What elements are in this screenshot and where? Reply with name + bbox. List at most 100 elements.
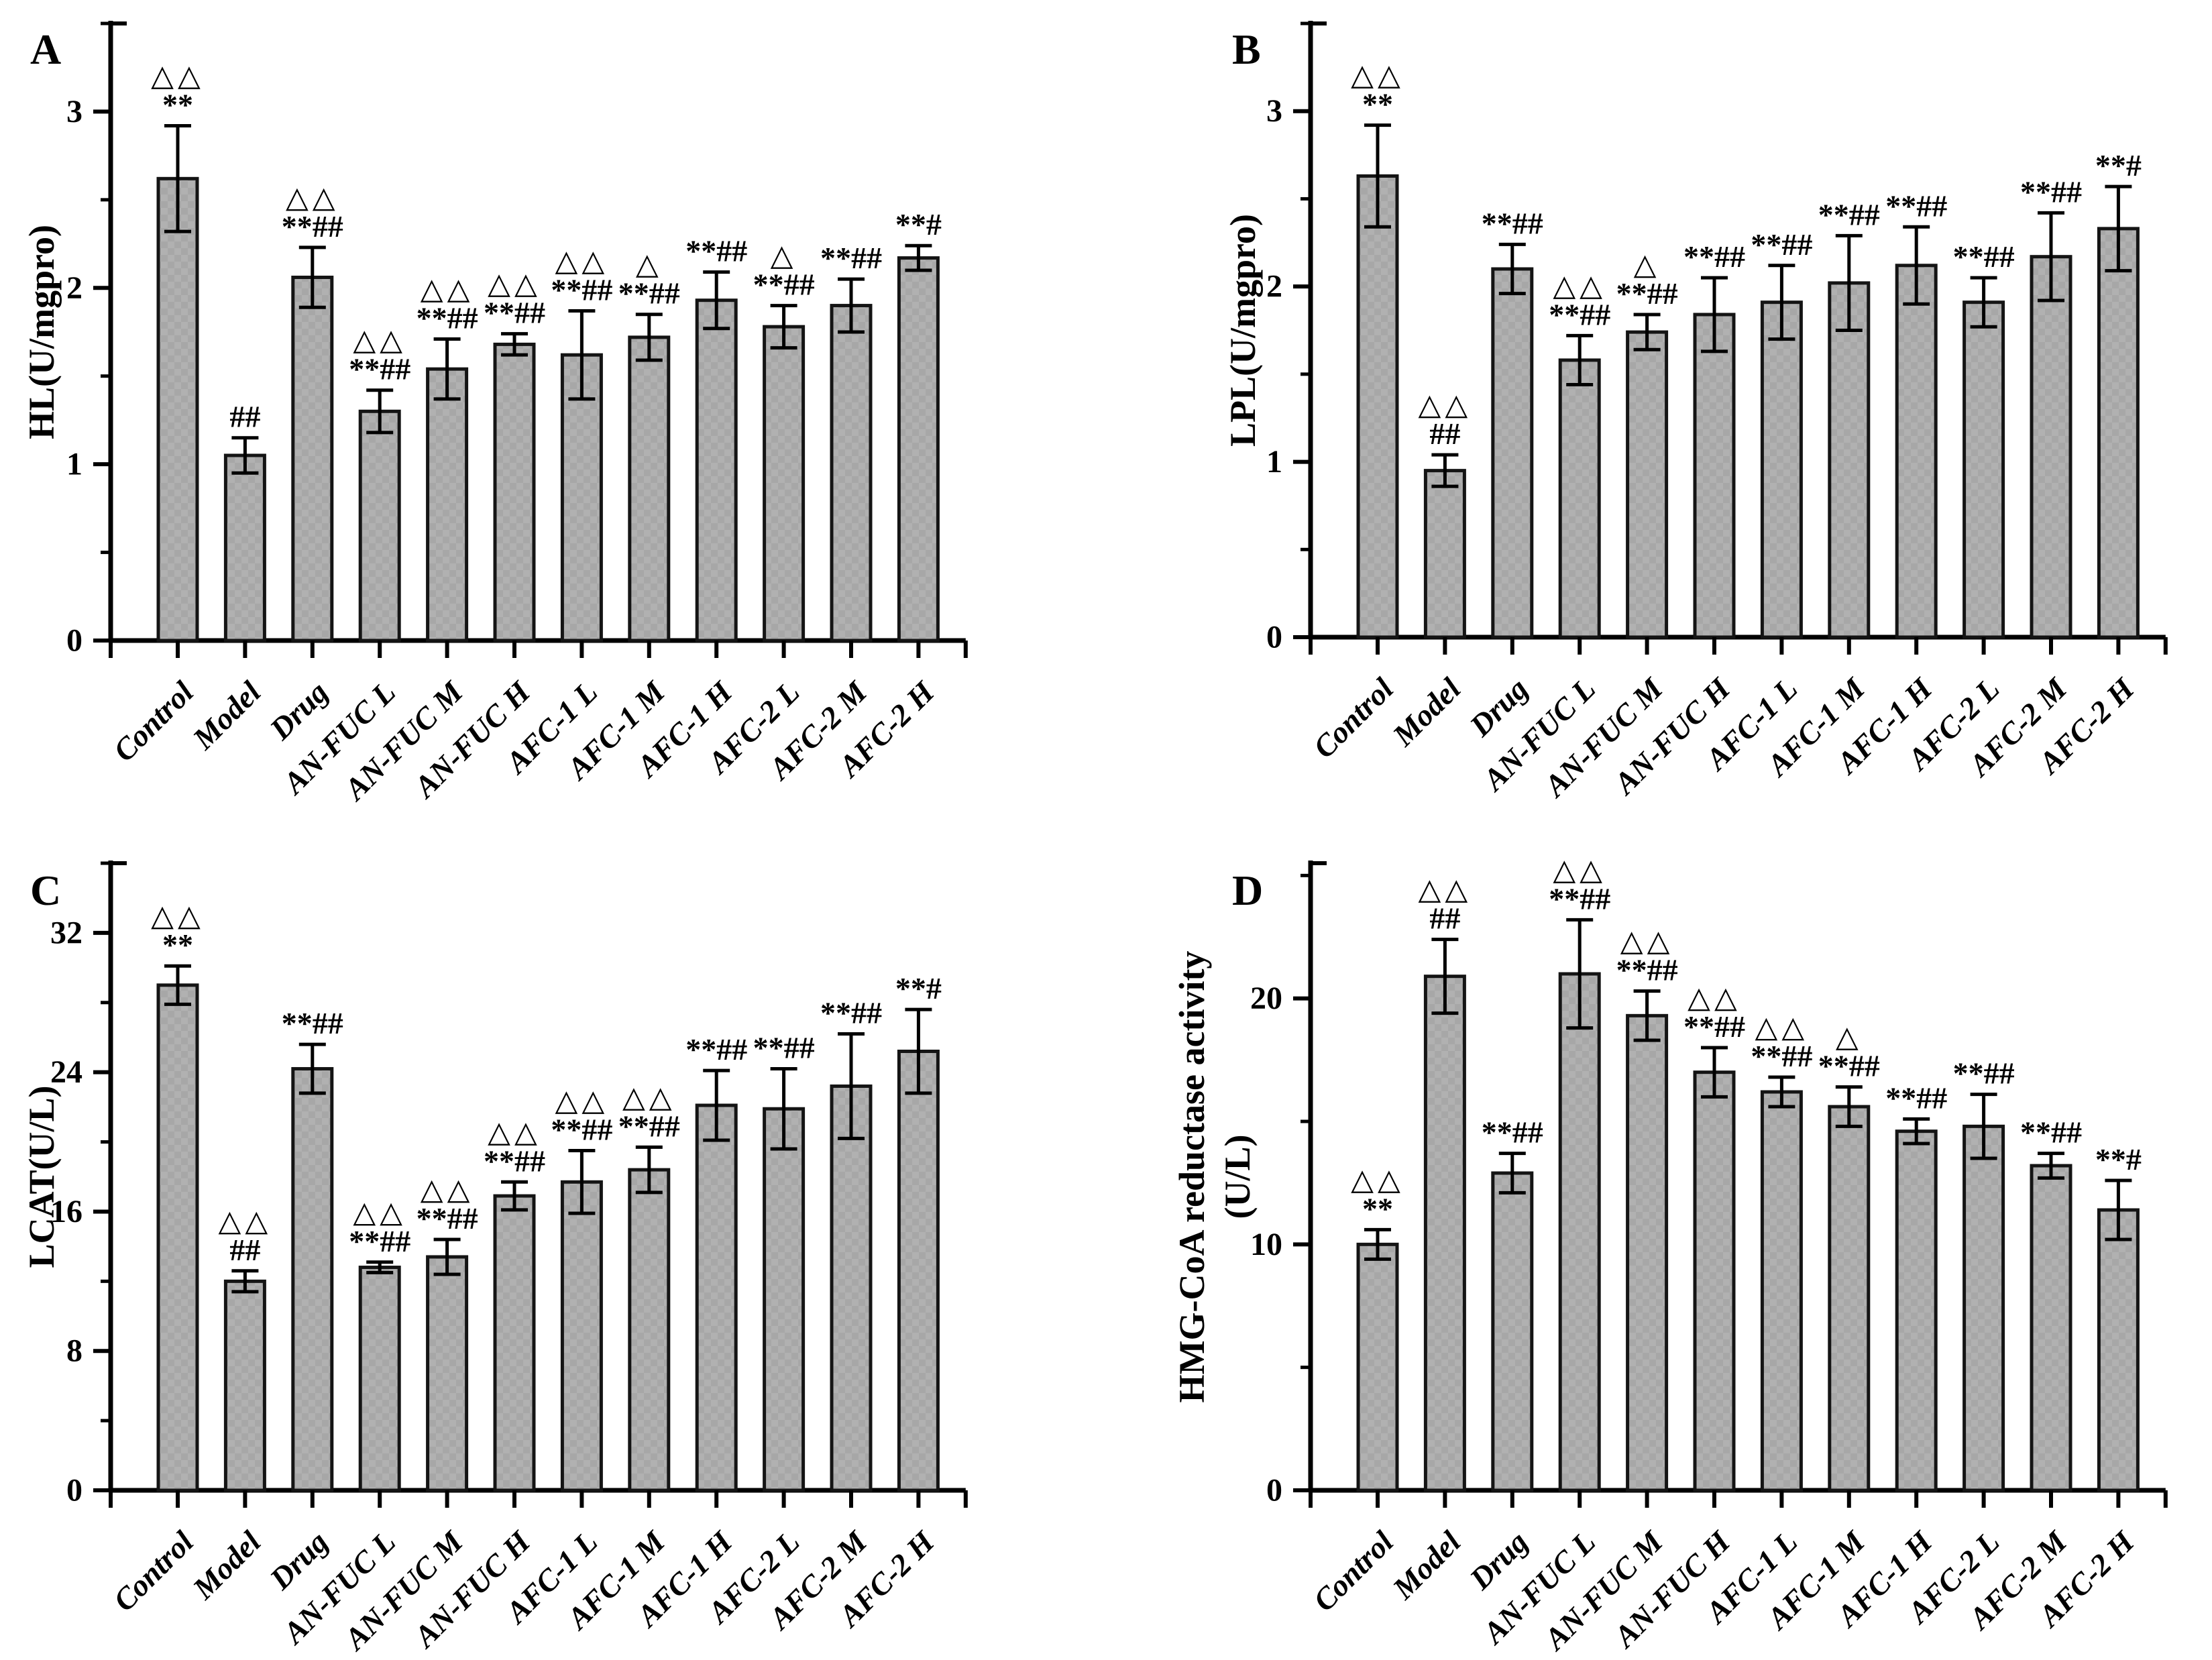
x-category-label: Model bbox=[186, 675, 268, 757]
significance-marks: ** bbox=[1362, 87, 1393, 121]
significance-marks: **## bbox=[1751, 1039, 1812, 1073]
significance-annotations: **△△##△△**##**##△△ **##△ **## **##**## **##*… bbox=[1351, 58, 2142, 451]
y-tick-label: 2 bbox=[66, 270, 82, 306]
significance-marks: **# bbox=[895, 207, 942, 241]
bar bbox=[223, 1279, 266, 1492]
bar bbox=[1962, 1124, 2005, 1492]
bar bbox=[156, 983, 199, 1492]
triangle-marks: △△ bbox=[1419, 388, 1472, 422]
significance-marks: **## bbox=[753, 1030, 815, 1064]
triangle-marks: △△ bbox=[1688, 981, 1741, 1015]
error-bars bbox=[164, 964, 932, 1294]
panel-d-chart: 0 10 20 ** △△ ## △△ **## **## △△ **## △△ **## △△ **## △… bbox=[1106, 830, 2212, 1660]
bar bbox=[1760, 300, 1803, 639]
triangle-marks: △△ bbox=[1755, 1010, 1809, 1044]
significance-marks: **## bbox=[618, 1109, 680, 1143]
triangle-marks: △△ bbox=[1553, 852, 1606, 887]
bar bbox=[897, 1050, 940, 1492]
y-tick-label: 10 bbox=[1250, 1227, 1282, 1262]
triangle-marks: △△ bbox=[1351, 58, 1404, 93]
triangle-marks: △△ bbox=[1419, 873, 1472, 907]
triangle-marks: △ bbox=[1836, 1020, 1863, 1054]
bar bbox=[1626, 330, 1669, 639]
y-ticks: 0 1 2 3 bbox=[66, 21, 111, 659]
significance-marks: **## bbox=[1549, 297, 1610, 331]
significance-marks: **## bbox=[1683, 239, 1745, 274]
bar bbox=[1828, 281, 1871, 639]
panel-b-chart: 0 1 2 3 ** △△ ## △△ **## **## △△ **## △ **## **## **## *… bbox=[1106, 0, 2212, 830]
y-axis-title: LPL(U/mgpro) bbox=[1223, 214, 1263, 447]
triangle-marks: △△ bbox=[1620, 924, 1674, 958]
significance-marks: ## bbox=[229, 400, 260, 434]
significance-marks: **## bbox=[484, 1144, 545, 1178]
x-ticks bbox=[109, 1490, 968, 1508]
x-category-label: Model bbox=[186, 1525, 268, 1606]
bar bbox=[763, 1107, 806, 1492]
significance-marks: **## bbox=[282, 209, 343, 243]
bar bbox=[1491, 1171, 1534, 1492]
significance-marks: **## bbox=[349, 1224, 410, 1258]
triangle-marks: △ bbox=[636, 247, 663, 282]
x-category-label: Model bbox=[1386, 671, 1468, 753]
triangle-marks: △△ bbox=[151, 899, 205, 933]
panel-letter: A bbox=[30, 25, 61, 73]
panel-a-chart: 0 1 2 3 ** △△ ## **## △△ **## △△ **## △△ **## △△ **## △△… bbox=[0, 0, 1106, 830]
x-category-label: Control bbox=[1307, 671, 1400, 765]
bar bbox=[223, 453, 266, 643]
bar bbox=[1760, 1090, 1803, 1492]
bar bbox=[1423, 975, 1466, 1492]
triangle-marks: △△ bbox=[151, 58, 205, 93]
error-bars bbox=[164, 123, 932, 475]
panel-letter: D bbox=[1232, 867, 1263, 914]
y-axis-title: (U/L) bbox=[1217, 1135, 1258, 1219]
x-ticks bbox=[1309, 1490, 2168, 1508]
y-tick-label: 2 bbox=[1266, 269, 1282, 305]
y-tick-label: 24 bbox=[50, 1054, 82, 1090]
y-tick-label: 1 bbox=[1266, 444, 1282, 480]
significance-marks: **## bbox=[618, 276, 680, 311]
triangle-marks: △△ bbox=[1351, 1162, 1404, 1197]
triangle-marks: △△ bbox=[353, 323, 406, 357]
significance-marks: ## bbox=[1429, 901, 1460, 936]
y-tick-label: 1 bbox=[66, 447, 82, 482]
significance-marks: **## bbox=[820, 996, 882, 1030]
bar bbox=[2097, 227, 2140, 639]
triangle-marks: △△ bbox=[421, 272, 474, 307]
significance-marks: ## bbox=[1429, 417, 1460, 451]
y-tick-label: 16 bbox=[50, 1194, 82, 1229]
triangle-marks: △△ bbox=[622, 1080, 676, 1114]
bar bbox=[358, 1266, 401, 1492]
significance-marks: **## bbox=[282, 1006, 343, 1040]
x-category-label: Control bbox=[107, 675, 200, 768]
y-tick-label: 32 bbox=[50, 915, 82, 950]
bar bbox=[1962, 300, 2005, 639]
bar bbox=[1693, 1070, 1736, 1492]
bar bbox=[695, 1103, 738, 1492]
significance-marks: ** bbox=[162, 87, 193, 121]
bar bbox=[291, 276, 334, 643]
significance-marks: **## bbox=[685, 1032, 747, 1066]
significance-marks: **## bbox=[2020, 1115, 2082, 1150]
bar bbox=[358, 409, 401, 643]
significance-marks: **## bbox=[685, 234, 747, 268]
y-tick-label: 0 bbox=[1266, 620, 1282, 655]
y-ticks: 0 1 2 3 bbox=[1266, 21, 1311, 655]
significance-marks: **## bbox=[1482, 1115, 1543, 1150]
significance-marks: **# bbox=[2095, 1142, 2142, 1176]
y-axis-title: HMG-CoA reductase activity bbox=[1172, 951, 1212, 1403]
y-axis-title: LCAT(U/L) bbox=[21, 1085, 62, 1268]
y-tick-label: 3 bbox=[1266, 93, 1282, 129]
significance-marks: **## bbox=[1818, 197, 1880, 231]
bar bbox=[2030, 1164, 2072, 1492]
bar bbox=[1423, 469, 1466, 639]
bar bbox=[1693, 313, 1736, 639]
significance-marks: **# bbox=[895, 971, 942, 1005]
y-tick-label: 0 bbox=[66, 1473, 82, 1508]
significance-marks: ** bbox=[1362, 1191, 1393, 1225]
panel-letter: C bbox=[30, 867, 61, 914]
significance-annotations: **△△##△△**##**##△△**##△△**##△△**##△△**##… bbox=[1351, 852, 2142, 1225]
